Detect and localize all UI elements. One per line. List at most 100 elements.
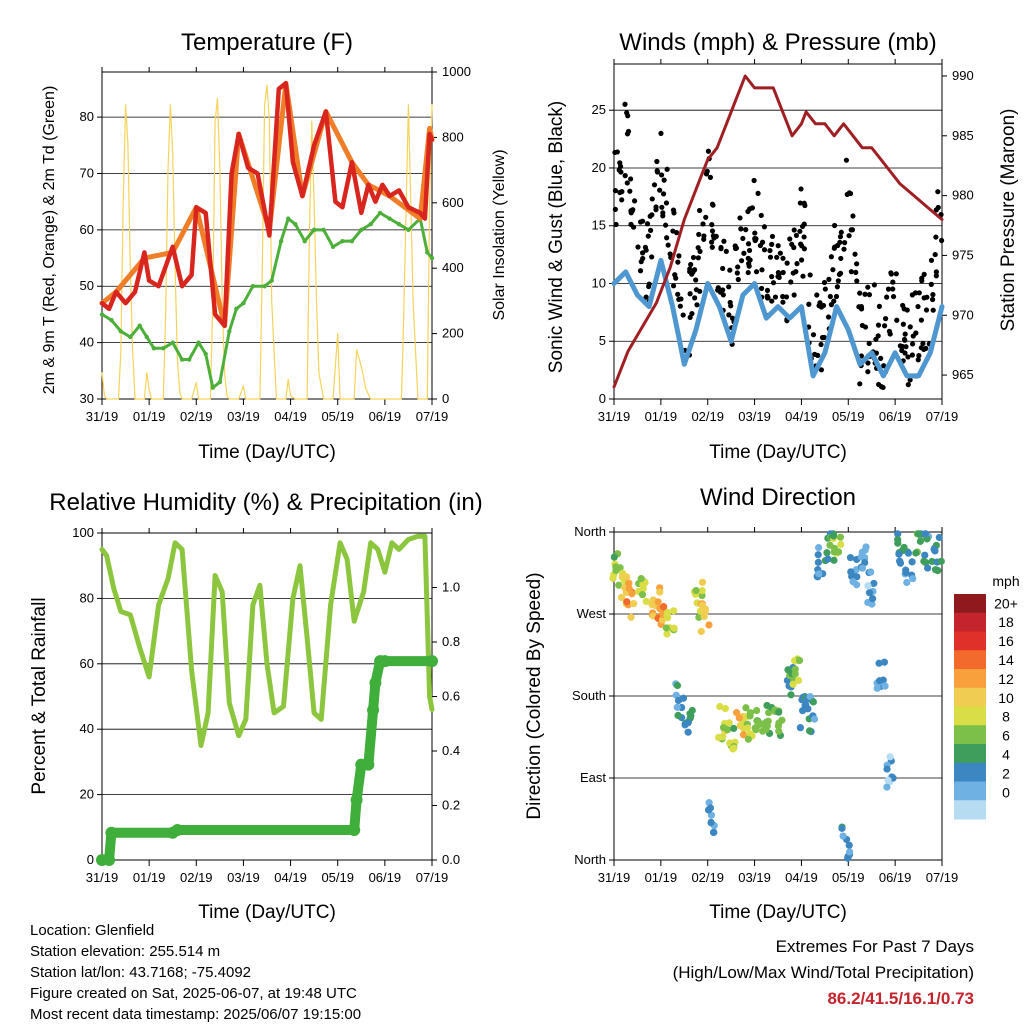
winds-x-tick-label: 06/19 — [879, 409, 912, 424]
winds-panel: Winds (mph) & Pressure (mb) Sonic Wind &… — [546, 29, 1019, 463]
gust-point — [825, 314, 832, 320]
precip-point — [105, 826, 118, 839]
gust-point — [800, 273, 806, 279]
gust-point — [842, 240, 848, 246]
dewpoint-point — [377, 210, 383, 216]
gust-point — [735, 264, 741, 270]
direction-point — [663, 611, 671, 620]
direction-point — [815, 570, 823, 578]
gust-point — [769, 274, 775, 280]
gust-point — [697, 248, 703, 254]
direction-point — [883, 765, 891, 773]
direction-point — [847, 568, 855, 576]
gust-point — [853, 269, 859, 276]
temperature-left-axis-label: 2m & 9m T (Red, Orange) & 2m Td (Green) — [41, 86, 58, 395]
gust-point — [700, 221, 706, 227]
gust-point — [798, 186, 804, 192]
gust-point — [921, 346, 927, 352]
direction-point — [625, 579, 633, 587]
direction-point — [920, 557, 928, 565]
direction-left-axis-label: Direction (Colored By Speed) — [524, 572, 545, 819]
figure-created: Figure created on Sat, 2025-06-07, at 19… — [30, 985, 357, 1002]
gust-point — [612, 206, 618, 212]
insolation-line — [101, 84, 433, 400]
direction-point — [674, 711, 682, 720]
gust-point — [843, 157, 850, 163]
recent-timestamp: Most recent data timestamp: 2025/06/07 1… — [30, 1006, 362, 1023]
speed-legend-swatch — [954, 781, 986, 801]
direction-point — [853, 581, 861, 589]
direction-y-tick-label: East — [580, 770, 606, 785]
gust-point — [663, 200, 670, 206]
direction-point — [710, 828, 718, 836]
gust-point — [701, 233, 707, 239]
gust-point — [866, 340, 872, 347]
direction-point — [875, 677, 884, 685]
gust-point — [649, 212, 655, 218]
gust-point — [930, 307, 936, 313]
gust-point — [902, 337, 908, 343]
direction-point — [845, 841, 853, 849]
temperature-x-tick-label: 05/19 — [321, 409, 354, 424]
direction-point — [914, 530, 923, 538]
humidity-y-tick-label: 0 — [87, 852, 94, 867]
temperature-y-tick-label: 80 — [80, 109, 94, 124]
gust-point — [635, 244, 641, 250]
gust-point — [726, 312, 732, 318]
direction-point — [673, 703, 681, 711]
gust-point — [660, 191, 667, 197]
gust-point — [728, 303, 734, 309]
direction-point — [612, 563, 620, 571]
gust-point — [933, 234, 939, 240]
gust-point — [637, 219, 644, 225]
gust-point — [676, 296, 682, 303]
direction-point — [912, 549, 920, 557]
dewpoint-point — [196, 340, 201, 345]
direction-y-tick-label: West — [577, 606, 607, 621]
gust-point — [897, 343, 903, 349]
direction-point — [698, 587, 706, 595]
direction-panel: Wind Direction Direction (Colored By Spe… — [524, 484, 1020, 923]
gust-point — [661, 177, 667, 183]
gust-point — [821, 279, 828, 286]
gust-point — [709, 244, 715, 250]
direction-x-tick-label: 06/19 — [879, 870, 912, 885]
speed-legend-swatch — [954, 631, 986, 651]
direction-point — [707, 811, 716, 819]
temperature-y2-tick-label: 0 — [442, 391, 449, 406]
humidity-title: Relative Humidity (%) & Precipitation (i… — [49, 489, 482, 516]
gust-point — [912, 290, 919, 296]
humidity-y-tick-label: 100 — [72, 525, 94, 540]
gust-point — [761, 247, 768, 253]
winds-x-tick-label: 05/19 — [832, 409, 865, 424]
gust-point — [753, 269, 760, 275]
gust-point — [693, 277, 699, 283]
direction-point — [864, 582, 872, 590]
gust-point — [871, 282, 877, 288]
pressure-line — [612, 74, 944, 389]
gust-point — [866, 292, 873, 298]
gust-point — [933, 273, 939, 279]
gust-point — [709, 222, 715, 228]
winds-x-tick-label: 31/19 — [598, 409, 631, 424]
direction-point — [670, 624, 678, 632]
winds-y-tick-label: 5 — [599, 333, 606, 348]
gust-point — [675, 259, 681, 265]
gust-point — [797, 228, 803, 234]
precip-point — [171, 824, 184, 837]
gust-point — [732, 243, 738, 249]
gust-point — [659, 204, 665, 210]
gust-point — [846, 190, 853, 196]
gust-point — [614, 149, 620, 155]
gust-point — [775, 273, 781, 280]
gust-point — [645, 233, 651, 239]
gust-point — [767, 254, 774, 260]
gust-point — [745, 269, 751, 276]
direction-point — [623, 598, 631, 606]
gust-point — [772, 294, 779, 300]
direction-point — [688, 706, 696, 715]
gust-point — [694, 302, 700, 308]
speed-legend-label: 18 — [998, 614, 1014, 630]
gust-point — [801, 246, 807, 252]
gust-point — [905, 382, 911, 388]
